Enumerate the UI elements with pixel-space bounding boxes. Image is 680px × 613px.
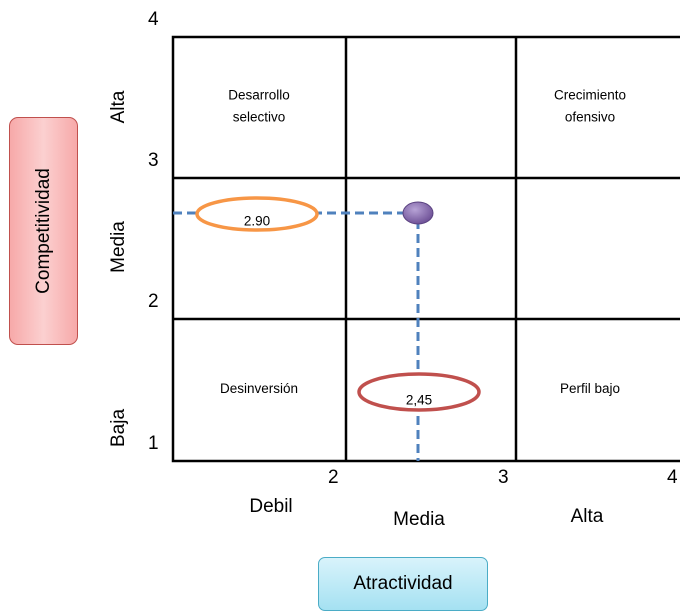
grid-border (171, 35, 680, 463)
cell-top-right-line2: ofensivo (564, 110, 616, 125)
cell-top-left-line2: selectivo (232, 110, 286, 125)
atractividad-value-label: 2,45 (405, 392, 433, 408)
row-label-baja: Baja (108, 408, 129, 448)
y-tick-4: 4 (148, 9, 159, 30)
competitividad-axis-box: Competitividad (9, 117, 78, 345)
x-tick-3: 3 (498, 467, 509, 488)
cell-desinversion: Desinversión (219, 380, 299, 396)
atractividad-axis-title: Atractividad (353, 573, 453, 594)
cell-top-left-line1: Desarrollo (228, 87, 290, 103)
cell-top-right-line1: Crecimiento (553, 87, 627, 103)
col-label-alta: Alta (570, 506, 604, 527)
row-label-media: Media (108, 221, 129, 273)
competitividad-value-label: 2.90 (243, 213, 271, 229)
col-label-media: Media (393, 509, 445, 530)
atractividad-axis-box: Atractividad (318, 557, 488, 611)
x-tick-4: 4 (667, 467, 678, 488)
col-label-debil: Debil (249, 496, 293, 517)
y-tick-2: 2 (148, 291, 159, 312)
competitividad-value-ellipse (195, 196, 319, 232)
y-tick-1: 1 (148, 433, 159, 454)
row-label-alta: Alta (108, 90, 129, 124)
competitividad-axis-title: Competitividad (32, 168, 54, 294)
position-point (402, 201, 434, 225)
cell-desarrollo-selectivo: Desarrollo selectivo (228, 85, 290, 130)
cell-perfil-bajo: Perfil bajo (559, 380, 621, 396)
x-tick-2: 2 (328, 467, 339, 488)
y-tick-3: 3 (148, 150, 159, 171)
cell-crecimiento-ofensivo: Crecimiento ofensivo (554, 85, 626, 130)
atractividad-value-ellipse (357, 372, 481, 412)
